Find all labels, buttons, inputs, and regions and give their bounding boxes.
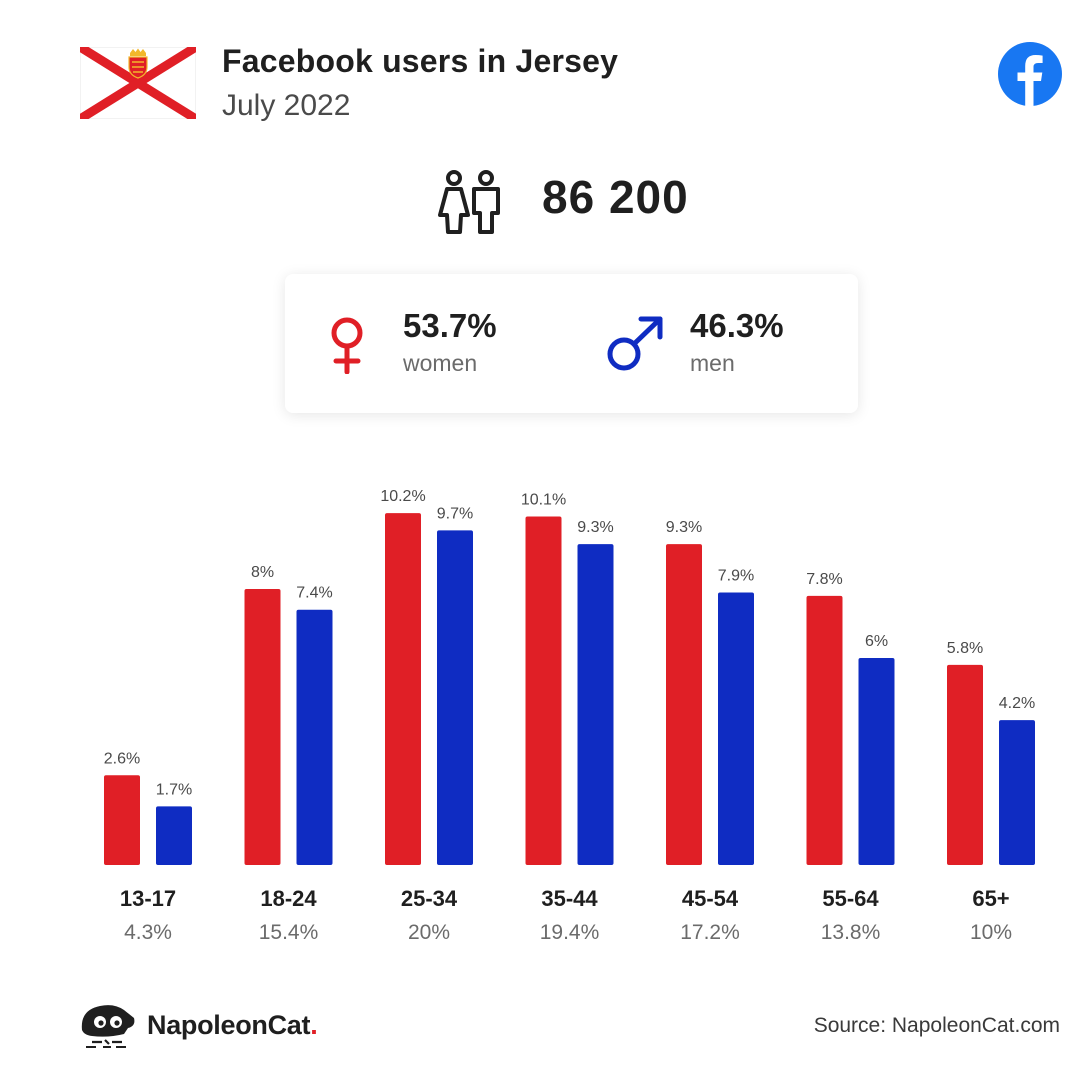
age-group-total-25-34: 20% bbox=[408, 921, 450, 944]
men-bar-55-64 bbox=[858, 658, 895, 865]
age-group-total-18-24: 15.4% bbox=[259, 921, 319, 944]
gender-summary-card: 53.7% women 46.3% men bbox=[285, 274, 858, 413]
women-value-label-25-34: 10.2% bbox=[380, 488, 425, 505]
source-text: Source: NapoleonCat.com bbox=[813, 1014, 1060, 1037]
men-bar-25-34 bbox=[437, 530, 473, 865]
men-bar-35-44 bbox=[577, 544, 614, 865]
age-group-label-25-34: 25-34 bbox=[401, 886, 458, 911]
brand-name: NapoleonCat. bbox=[147, 1010, 318, 1040]
age-group-label-45-54: 45-54 bbox=[682, 886, 739, 911]
age-group-total-45-54: 17.2% bbox=[680, 921, 740, 944]
women-bar-55-64 bbox=[806, 595, 843, 865]
napoleoncat-logo-icon bbox=[81, 1005, 135, 1048]
men-value-label-13-17: 1.7% bbox=[156, 781, 192, 798]
women-value-label-65+: 5.8% bbox=[947, 640, 983, 657]
women-value-label-55-64: 7.8% bbox=[806, 571, 842, 588]
age-group-label-55-64: 55-64 bbox=[822, 886, 879, 911]
jersey-flag-icon bbox=[80, 47, 196, 119]
men-bar-45-54 bbox=[718, 592, 754, 865]
facebook-logo-icon bbox=[998, 42, 1062, 106]
female-symbol-icon bbox=[331, 317, 363, 374]
men-value-label-55-64: 6% bbox=[865, 633, 888, 650]
brand-dot: . bbox=[310, 1010, 318, 1040]
men-value-label-45-54: 7.9% bbox=[718, 567, 754, 584]
women-bar-13-17 bbox=[104, 775, 140, 865]
page-subtitle: July 2022 bbox=[222, 89, 351, 122]
age-group-label-18-24: 18-24 bbox=[260, 886, 317, 911]
men-value-label-35-44: 9.3% bbox=[577, 519, 613, 536]
men-value-label-25-34: 9.7% bbox=[437, 505, 473, 522]
men-value-label-65+: 4.2% bbox=[999, 695, 1035, 712]
men-label: men bbox=[690, 350, 735, 376]
men-value-label-18-24: 7.4% bbox=[296, 585, 332, 602]
age-group-total-35-44: 19.4% bbox=[540, 921, 600, 944]
age-group-label-65+: 65+ bbox=[972, 886, 1009, 911]
men-bar-65+ bbox=[999, 720, 1035, 865]
women-value-label-45-54: 9.3% bbox=[666, 519, 702, 536]
women-bar-18-24 bbox=[244, 589, 281, 865]
men-percent: 46.3% bbox=[690, 307, 784, 344]
women-bar-45-54 bbox=[666, 544, 702, 865]
age-group-label-35-44: 35-44 bbox=[541, 886, 598, 911]
male-symbol-icon bbox=[607, 316, 663, 371]
women-percent: 53.7% bbox=[403, 307, 497, 344]
women-value-label-35-44: 10.1% bbox=[521, 492, 566, 509]
women-bar-35-44 bbox=[525, 516, 562, 865]
users-icon bbox=[438, 170, 500, 234]
age-group-label-13-17: 13-17 bbox=[120, 886, 176, 911]
women-value-label-18-24: 8% bbox=[251, 564, 274, 581]
age-group-total-65+: 10% bbox=[970, 921, 1012, 944]
age-group-total-13-17: 4.3% bbox=[124, 921, 172, 944]
women-value-label-13-17: 2.6% bbox=[104, 750, 140, 767]
page-title: Facebook users in Jersey bbox=[222, 43, 619, 79]
women-label: women bbox=[403, 350, 478, 376]
men-bar-18-24 bbox=[296, 609, 333, 865]
total-users-count: 86 200 bbox=[542, 171, 689, 223]
women-bar-25-34 bbox=[385, 513, 421, 865]
age-gender-bar-chart: 2.6% 1.7% 13-17 4.3% 8% 7.4% 18-24 15.4% 10.2% 9.… bbox=[104, 488, 1035, 944]
age-group-total-55-64: 13.8% bbox=[821, 921, 881, 944]
women-bar-65+ bbox=[947, 664, 983, 865]
men-bar-13-17 bbox=[156, 806, 192, 865]
